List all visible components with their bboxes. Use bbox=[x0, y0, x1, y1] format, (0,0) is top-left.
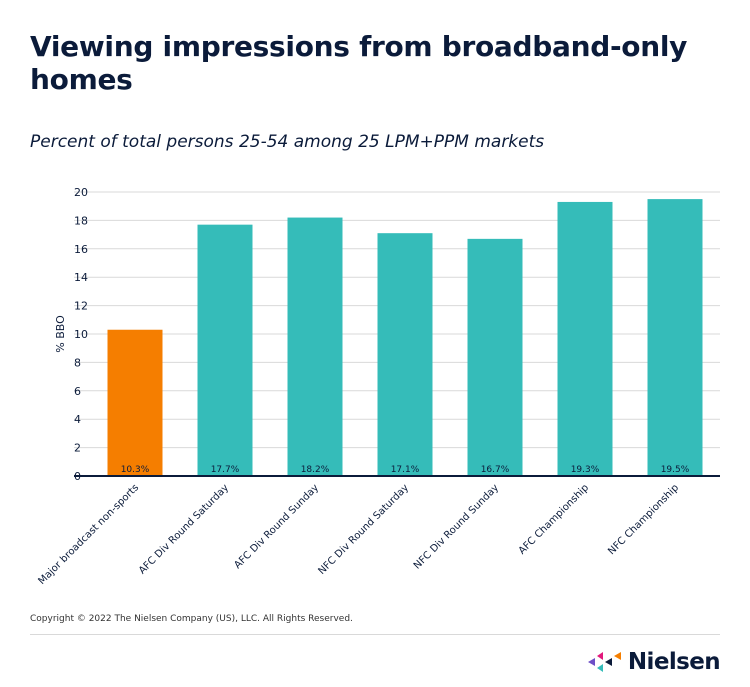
bars bbox=[107, 199, 703, 476]
copyright-text: Copyright © 2022 The Nielsen Company (US… bbox=[30, 614, 353, 624]
x-tick-label: AFC Div Round Saturday bbox=[137, 482, 231, 576]
y-tick-label: 2 bbox=[74, 442, 81, 455]
bar bbox=[107, 329, 163, 476]
x-tick-label: NFC Div Round Sunday bbox=[412, 482, 501, 571]
bar bbox=[377, 233, 433, 476]
footer-divider bbox=[30, 634, 720, 635]
y-tick-label: 10 bbox=[74, 328, 88, 341]
x-tick-label: NFC Championship bbox=[606, 482, 681, 557]
y-tick-label: 6 bbox=[74, 385, 81, 398]
nielsen-logo: Nielsen bbox=[587, 647, 721, 677]
bar bbox=[467, 238, 523, 476]
data-label: 10.3% bbox=[121, 465, 150, 475]
y-tick-label: 16 bbox=[74, 243, 88, 256]
nielsen-logo-text: Nielsen bbox=[627, 649, 721, 675]
data-labels: 10.3% 17.7% 18.2% 17.1% 16.7% 19.3% 19.5% bbox=[121, 465, 690, 475]
y-tick-label: 20 bbox=[74, 186, 88, 199]
chart-subtitle: Percent of total persons 25-54 among 25 … bbox=[30, 132, 545, 152]
y-tick-labels: 02468101214161820 bbox=[74, 186, 88, 483]
y-tick-label: 14 bbox=[74, 271, 88, 284]
x-tick-label: AFC Championship bbox=[517, 482, 591, 556]
bar bbox=[287, 217, 343, 476]
y-tick-label: 4 bbox=[74, 413, 81, 426]
bar bbox=[197, 224, 253, 476]
data-label: 17.7% bbox=[211, 465, 240, 475]
data-label: 17.1% bbox=[391, 465, 420, 475]
x-tick-label: NFC Div Round Saturday bbox=[316, 482, 411, 577]
chart-title: Viewing impressions from broadband-only … bbox=[30, 30, 688, 96]
nielsen-logo-mark-icon bbox=[587, 652, 621, 672]
data-label: 19.5% bbox=[661, 465, 690, 475]
data-label: 16.7% bbox=[481, 465, 510, 475]
data-label: 18.2% bbox=[301, 465, 330, 475]
bar bbox=[647, 199, 703, 476]
x-tick-label: AFC Div Round Sunday bbox=[232, 482, 321, 571]
bar bbox=[557, 201, 613, 476]
bar-chart: 02468101214161820 10.3%17.7%18.2%17.1%16… bbox=[36, 186, 720, 587]
y-tick-label: 18 bbox=[74, 214, 88, 227]
y-axis-label: % BBO bbox=[54, 315, 67, 353]
y-tick-label: 12 bbox=[74, 300, 88, 313]
data-label: 19.3% bbox=[571, 465, 600, 475]
x-tick-label: Major broadcast non-sports bbox=[36, 482, 141, 587]
y-tick-label: 8 bbox=[74, 356, 81, 369]
